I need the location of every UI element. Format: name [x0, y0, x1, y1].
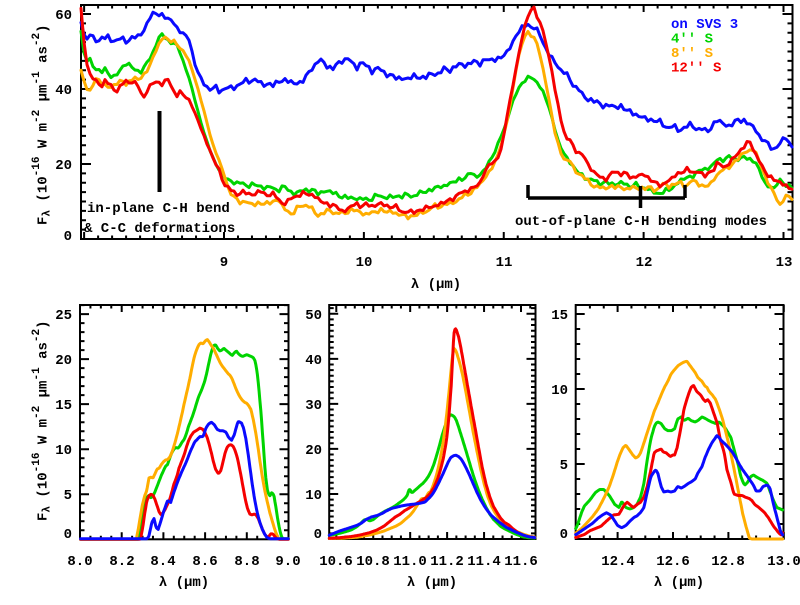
- svg-text:5: 5: [560, 458, 568, 474]
- svg-text:λ (μm): λ (μm): [654, 575, 704, 591]
- svg-text:20: 20: [55, 353, 72, 369]
- svg-text:λ (μm): λ (μm): [411, 277, 461, 293]
- svg-text:50: 50: [305, 308, 322, 324]
- svg-text:60: 60: [55, 8, 72, 24]
- svg-text:λ (μm): λ (μm): [407, 575, 457, 591]
- svg-text:15: 15: [551, 308, 568, 324]
- svg-text:20: 20: [55, 158, 72, 174]
- svg-text:0: 0: [64, 527, 72, 543]
- svg-text:15: 15: [55, 398, 72, 414]
- svg-text:13.0: 13.0: [767, 554, 800, 570]
- svg-text:40: 40: [55, 83, 72, 99]
- svg-text:10: 10: [356, 255, 373, 271]
- svg-text:λ (μm): λ (μm): [159, 575, 209, 591]
- svg-text:0: 0: [314, 527, 322, 543]
- svg-text:0: 0: [64, 229, 72, 245]
- svg-text:8.8: 8.8: [234, 554, 259, 570]
- svg-text:12: 12: [636, 255, 653, 271]
- svg-text:11.2: 11.2: [430, 554, 464, 570]
- svg-text:in-plane C-H bend: in-plane C-H bend: [87, 201, 230, 217]
- svg-text:12′′ S: 12′′ S: [671, 61, 721, 77]
- svg-text:10.6: 10.6: [319, 554, 353, 570]
- svg-text:out-of-plane C-H bending modes: out-of-plane C-H bending modes: [515, 214, 767, 230]
- svg-text:9: 9: [220, 255, 228, 271]
- svg-text:10: 10: [551, 383, 568, 399]
- svg-text:8.4: 8.4: [150, 554, 175, 570]
- svg-text:30: 30: [305, 398, 322, 414]
- svg-text:40: 40: [305, 353, 322, 369]
- svg-text:11.4: 11.4: [467, 554, 501, 570]
- svg-text:8.2: 8.2: [109, 554, 134, 570]
- svg-text:25: 25: [55, 308, 72, 324]
- svg-text:9.0: 9.0: [275, 554, 300, 570]
- svg-text:5: 5: [64, 488, 72, 504]
- svg-text:10: 10: [305, 488, 322, 504]
- svg-text:11: 11: [496, 255, 513, 271]
- svg-text:8′′ S: 8′′ S: [671, 46, 713, 62]
- svg-text:10.8: 10.8: [356, 554, 390, 570]
- svg-text:0: 0: [560, 527, 568, 543]
- svg-text:on SVS 3: on SVS 3: [671, 17, 738, 33]
- svg-text:12.4: 12.4: [601, 554, 635, 570]
- svg-text:10: 10: [55, 443, 72, 459]
- svg-text:13: 13: [776, 255, 793, 271]
- svg-text:& C-C deformations: & C-C deformations: [84, 221, 235, 237]
- svg-text:12.8: 12.8: [711, 554, 745, 570]
- svg-text:11.0: 11.0: [393, 554, 427, 570]
- svg-text:12.6: 12.6: [656, 554, 690, 570]
- svg-text:4′′ S: 4′′ S: [671, 32, 713, 48]
- svg-text:8.6: 8.6: [192, 554, 217, 570]
- svg-text:8.0: 8.0: [67, 554, 92, 570]
- svg-text:11.6: 11.6: [504, 554, 538, 570]
- svg-text:20: 20: [305, 443, 322, 459]
